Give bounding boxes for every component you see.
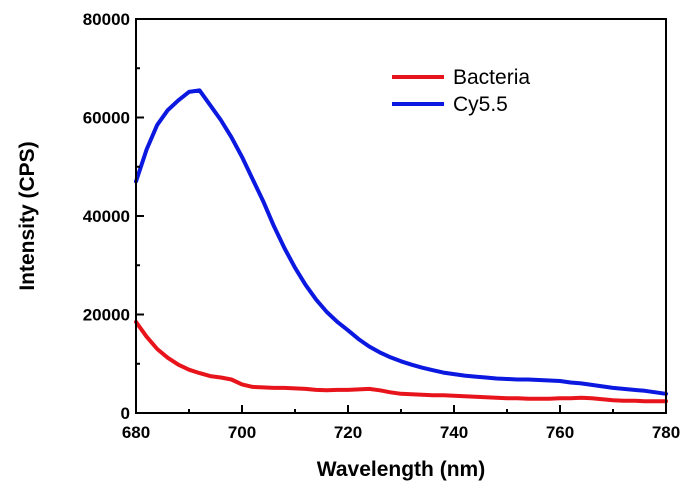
legend: Bacteria Cy5.5 xyxy=(392,66,530,116)
x-tick-label: 680 xyxy=(122,423,150,442)
y-axis-title: Intensity (CPS) xyxy=(16,141,39,290)
x-tick-label: 760 xyxy=(546,423,574,442)
x-tick-label: 720 xyxy=(334,423,362,442)
x-tick-label: 780 xyxy=(652,423,680,442)
x-tick-label: 740 xyxy=(440,423,468,442)
y-tick-label: 20000 xyxy=(83,306,130,325)
y-tick-label: 40000 xyxy=(83,207,130,226)
plot-lines xyxy=(134,88,668,404)
y-tick-label: 0 xyxy=(121,404,130,423)
series-line-cy5-5 xyxy=(134,88,668,396)
legend-label: Cy5.5 xyxy=(453,93,508,116)
y-tick-label: 80000 xyxy=(83,10,130,29)
legend-label: Bacteria xyxy=(453,66,530,89)
y-axis-ticks: 0 20000 40000 60000 80000 xyxy=(83,10,144,423)
x-axis-ticks: 680 700 720 740 760 780 xyxy=(122,405,680,442)
x-tick-label: 700 xyxy=(228,423,256,442)
series-line-bacteria xyxy=(134,319,668,404)
x-axis-title: Wavelength (nm) xyxy=(317,458,485,481)
y-tick-label: 60000 xyxy=(83,109,130,128)
